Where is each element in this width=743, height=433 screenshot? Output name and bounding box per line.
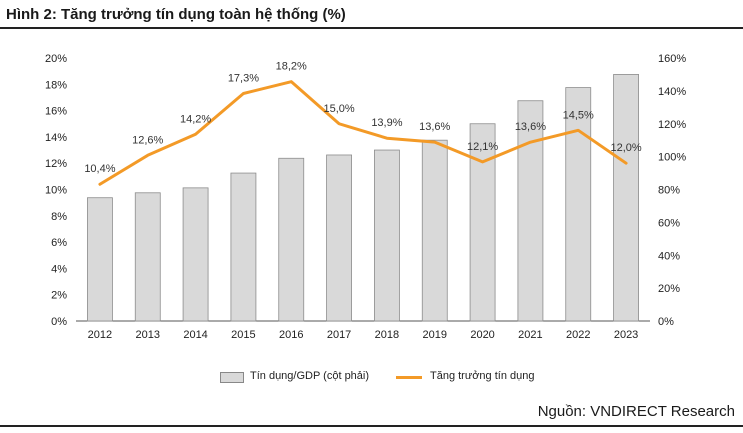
x-tick-label: 2021 xyxy=(518,329,542,341)
bar xyxy=(134,192,161,322)
right-tick-label: 80% xyxy=(658,185,680,197)
x-tick-label: 2022 xyxy=(566,329,590,341)
left-tick-label: 14% xyxy=(45,132,67,144)
left-tick-label: 18% xyxy=(45,79,67,91)
data-label: 12,6% xyxy=(132,134,163,146)
bar xyxy=(374,149,400,322)
right-tick-label: 60% xyxy=(658,217,680,229)
data-label: 17,3% xyxy=(228,73,259,85)
data-label: 13,6% xyxy=(419,121,450,133)
bar xyxy=(326,154,352,322)
x-tick-label: 2017 xyxy=(327,329,351,341)
credit-growth-line xyxy=(98,80,628,186)
legend-bar-swatch xyxy=(220,372,244,383)
left-tick-label: 20% xyxy=(45,53,67,65)
bar xyxy=(278,157,305,322)
left-tick-label: 0% xyxy=(51,316,67,328)
right-tick-label: 0% xyxy=(658,316,674,328)
x-tick-label: 2018 xyxy=(375,329,399,341)
data-label: 18,2% xyxy=(276,61,307,73)
x-tick-label: 2020 xyxy=(470,329,494,341)
data-label: 10,4% xyxy=(84,163,115,175)
data-label: 14,2% xyxy=(180,113,211,125)
x-tick-label: 2014 xyxy=(183,329,207,341)
data-label: 13,9% xyxy=(371,117,402,129)
data-label: 12,0% xyxy=(610,142,641,154)
bar xyxy=(469,123,496,322)
x-tick-label: 2023 xyxy=(614,329,638,341)
right-tick-label: 140% xyxy=(658,86,686,98)
right-tick-label: 160% xyxy=(658,53,686,65)
right-tick-label: 100% xyxy=(658,152,686,164)
data-label: 12,1% xyxy=(467,141,498,153)
chart-title: Hình 2: Tăng trưởng tín dụng toàn hệ thố… xyxy=(6,6,346,23)
right-tick-label: 40% xyxy=(658,250,680,262)
data-label: 15,0% xyxy=(323,103,354,115)
legend-line-swatch xyxy=(396,376,422,379)
legend-bar-label: Tín dụng/GDP (cột phải) xyxy=(250,370,370,382)
x-tick-label: 2019 xyxy=(423,329,447,341)
right-tick-label: 20% xyxy=(658,283,680,295)
legend: Tín dụng/GDP (cột phải) Tăng trưởng tín … xyxy=(0,369,743,385)
bar xyxy=(182,187,209,322)
source-note: Nguồn: VNDIRECT Research xyxy=(537,403,735,420)
top-rule xyxy=(0,27,743,29)
left-tick-label: 2% xyxy=(51,290,67,302)
legend-line-label: Tăng trưởng tín dụng xyxy=(430,370,535,382)
left-tick-label: 16% xyxy=(45,106,67,118)
left-tick-label: 4% xyxy=(51,263,67,275)
left-tick-label: 6% xyxy=(51,237,67,249)
bottom-rule xyxy=(0,425,743,427)
x-tick-label: 2016 xyxy=(279,329,303,341)
bar xyxy=(517,100,544,322)
x-tick-label: 2013 xyxy=(136,329,160,341)
bar xyxy=(565,87,592,322)
x-tick-label: 2015 xyxy=(231,329,255,341)
bar xyxy=(613,74,639,322)
left-tick-label: 8% xyxy=(51,211,67,223)
bar xyxy=(230,172,257,322)
right-tick-label: 120% xyxy=(658,119,686,131)
data-label: 14,5% xyxy=(563,109,594,121)
bar xyxy=(87,197,113,322)
left-tick-label: 10% xyxy=(45,185,67,197)
x-tick-label: 2012 xyxy=(88,329,112,341)
left-tick-label: 12% xyxy=(45,158,67,170)
bar xyxy=(421,139,448,322)
data-label: 13,6% xyxy=(515,121,546,133)
